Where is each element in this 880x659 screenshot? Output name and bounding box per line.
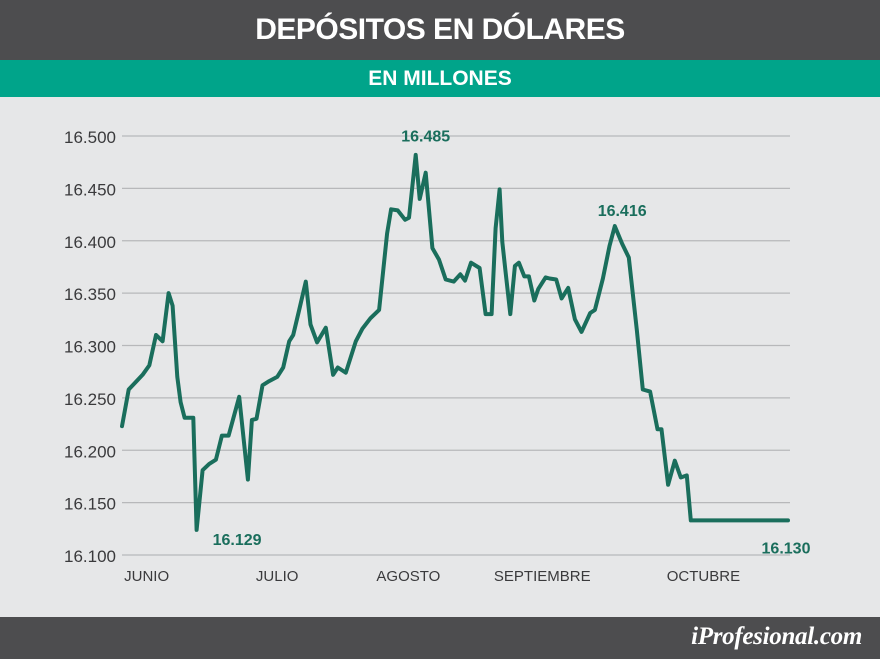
chart-area: 16.100 16.150 16.200 16.250 16.300 16.350 16.4… — [0, 97, 880, 617]
data-label: 16.485 — [401, 129, 450, 146]
footer-bar: iProfesional.com — [0, 617, 880, 659]
data-label: 16.130 — [762, 541, 811, 558]
x-tick-label: AGOSTO — [376, 568, 440, 585]
x-tick-label: JUNIO — [124, 568, 169, 585]
chart-subtitle: EN MILLONES — [0, 60, 880, 97]
y-tick-label: 16.200 — [64, 442, 116, 461]
y-tick-label: 16.400 — [64, 233, 116, 252]
y-tick-label: 16.100 — [64, 547, 116, 566]
line-chart: 16.100 16.150 16.200 16.250 16.300 16.350 16.4… — [64, 128, 811, 585]
y-tick-label: 16.150 — [64, 495, 116, 514]
brand-logo: iProfesional.com — [691, 623, 862, 650]
x-tick-label: OCTUBRE — [667, 568, 740, 585]
y-tick-label: 16.450 — [64, 180, 116, 199]
y-tick-label: 16.300 — [64, 338, 116, 357]
chart-title: DEPÓSITOS EN DÓLARES — [0, 0, 880, 60]
x-tick-label: JULIO — [256, 568, 299, 585]
x-tick-label: SEPTIEMBRE — [494, 568, 591, 585]
y-tick-label: 16.250 — [64, 390, 116, 409]
series-line — [120, 152, 790, 532]
data-label: 16.129 — [213, 532, 262, 549]
y-tick-label: 16.500 — [64, 128, 116, 147]
data-label: 16.416 — [598, 203, 647, 220]
y-tick-label: 16.350 — [64, 285, 116, 304]
